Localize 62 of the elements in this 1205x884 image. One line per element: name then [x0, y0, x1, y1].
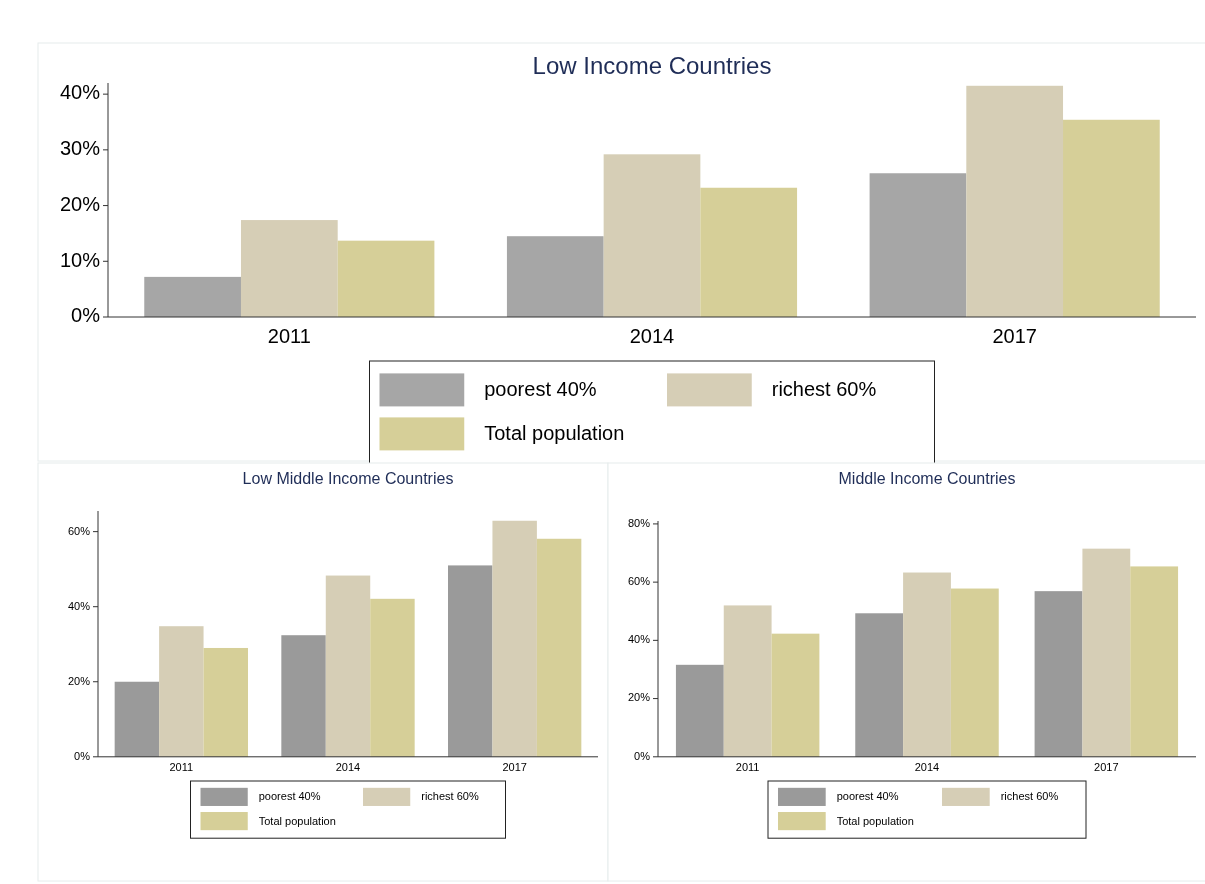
legend-label: richest 60%	[421, 790, 479, 803]
legend-label: poorest 40%	[258, 790, 321, 803]
legend-label: Total population	[484, 422, 625, 445]
bar	[1130, 566, 1179, 757]
bar	[950, 588, 999, 757]
bar	[281, 635, 326, 757]
chart-title: Low Income Countries	[532, 52, 772, 80]
y-tick-label: 0%	[74, 749, 91, 762]
bar	[1034, 591, 1083, 757]
bar	[159, 626, 204, 757]
bar	[723, 605, 772, 757]
x-tick-label: 2011	[267, 325, 311, 347]
bar	[1063, 119, 1160, 317]
legend-label: poorest 40%	[836, 790, 899, 803]
bar	[203, 647, 248, 757]
chart-title: Middle Income Countries	[838, 469, 1016, 487]
x-tick-label: 2014	[629, 325, 675, 347]
y-tick-label: 10%	[59, 248, 101, 271]
x-tick-label: 2014	[914, 761, 940, 774]
legend-label: Total population	[258, 814, 336, 827]
y-tick-label: 0%	[71, 304, 101, 327]
legend-label: Total population	[836, 814, 914, 827]
y-tick-label: 40%	[627, 633, 651, 646]
y-tick-label: 40%	[67, 599, 91, 612]
y-tick-label: 20%	[67, 674, 91, 687]
x-tick-label: 2011	[169, 761, 194, 774]
legend-label: richest 60%	[1000, 790, 1059, 803]
bar	[448, 565, 493, 757]
bar	[966, 85, 1064, 317]
x-tick-label: 2011	[735, 761, 760, 774]
bar	[675, 664, 724, 757]
y-tick-label: 20%	[627, 691, 651, 704]
bar	[370, 598, 415, 757]
bar	[771, 633, 820, 757]
bar	[325, 575, 371, 757]
bar	[536, 538, 582, 757]
bar	[603, 154, 701, 317]
bar	[903, 572, 951, 757]
y-tick-label: 40%	[59, 81, 101, 104]
y-tick-label: 60%	[627, 575, 651, 588]
bar	[492, 520, 537, 757]
bar	[337, 240, 435, 317]
x-tick-label: 2017	[1094, 761, 1119, 774]
legend-label: poorest 40%	[484, 378, 597, 401]
legend-label: richest 60%	[771, 378, 877, 401]
bar	[506, 236, 604, 317]
y-tick-label: 30%	[59, 137, 101, 160]
bar	[114, 681, 160, 757]
bar	[1082, 548, 1131, 757]
bar	[700, 187, 798, 317]
y-tick-label: 20%	[59, 192, 101, 215]
y-tick-label: 60%	[67, 524, 91, 537]
x-tick-label: 2014	[335, 761, 361, 774]
x-tick-label: 2017	[502, 761, 527, 774]
bar	[144, 276, 241, 317]
bar	[240, 220, 338, 317]
bar	[869, 173, 967, 317]
y-tick-label: 0%	[634, 749, 651, 762]
x-tick-label: 2017	[992, 325, 1037, 347]
bar	[855, 613, 904, 757]
chart-title: Low Middle Income Countries	[242, 469, 454, 487]
y-tick-label: 80%	[627, 516, 651, 529]
